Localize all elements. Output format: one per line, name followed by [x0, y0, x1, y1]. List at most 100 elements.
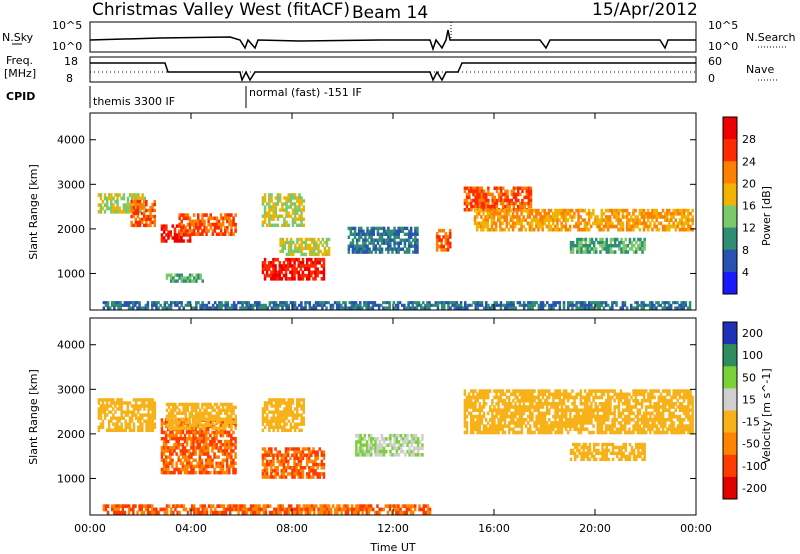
- range-cell: [448, 235, 452, 239]
- range-cell: [258, 303, 261, 307]
- range-cell: [613, 240, 617, 245]
- range-cell: [291, 398, 295, 402]
- range-cell: [465, 201, 469, 206]
- range-cell: [320, 466, 324, 470]
- range-cell: [577, 218, 580, 222]
- range-cell: [577, 411, 580, 416]
- range-cell: [185, 455, 189, 459]
- range-cell: [274, 211, 278, 215]
- range-cell: [204, 467, 208, 472]
- range-cell: [298, 208, 301, 212]
- range-cell: [549, 224, 553, 229]
- range-cell: [165, 233, 168, 237]
- range-cell: [289, 237, 293, 242]
- range-cell: [653, 418, 656, 422]
- range-cell: [543, 418, 547, 422]
- range-cell: [644, 212, 648, 216]
- range-cell: [297, 261, 300, 265]
- range-cell: [283, 416, 286, 420]
- range-cell: [468, 195, 471, 200]
- range-cell: [554, 411, 557, 416]
- range-cell: [415, 303, 419, 307]
- range-cell: [588, 306, 591, 310]
- range-cell: [132, 301, 135, 305]
- range-cell: [122, 196, 126, 201]
- range-cell: [153, 214, 156, 219]
- range-cell: [180, 417, 183, 421]
- range-cell: [558, 301, 562, 305]
- range-cell: [175, 436, 178, 441]
- range-cell: [581, 301, 585, 305]
- range-cell: [583, 408, 587, 412]
- range-cell: [598, 427, 602, 432]
- range-cell: [138, 199, 142, 204]
- range-cell: [549, 227, 553, 232]
- range-cell: [530, 212, 534, 216]
- range-cell: [480, 224, 483, 229]
- range-cell: [300, 196, 303, 200]
- range-cell: [529, 195, 533, 200]
- range-cell: [305, 462, 309, 467]
- range-cell: [528, 224, 532, 229]
- range-cell: [472, 424, 475, 428]
- range-cell: [142, 306, 145, 310]
- range-cell: [474, 303, 477, 307]
- range-cell: [569, 240, 573, 245]
- range-cell: [585, 303, 589, 307]
- range-cell: [287, 407, 290, 411]
- range-cell: [474, 198, 477, 203]
- range-cell: [634, 389, 637, 393]
- range-cell: [661, 398, 665, 403]
- range-cell: [541, 208, 544, 213]
- range-cell: [657, 430, 661, 435]
- range-cell: [642, 221, 646, 226]
- range-cell: [617, 427, 621, 432]
- range-cell: [265, 270, 269, 275]
- range-cell: [219, 421, 223, 425]
- range-cell: [366, 238, 369, 242]
- range-cell: [291, 257, 294, 262]
- range-cell: [226, 405, 229, 410]
- range-cell: [320, 450, 324, 454]
- range-cell: [167, 306, 171, 310]
- range-cell: [137, 410, 140, 414]
- range-cell: [488, 227, 492, 232]
- range-cell: [296, 422, 299, 426]
- range-cell: [401, 226, 405, 231]
- range-cell: [261, 270, 265, 275]
- range-cell: [175, 233, 179, 237]
- range-cell: [136, 214, 140, 219]
- range-cell: [310, 270, 313, 275]
- range-cell: [302, 407, 305, 411]
- range-cell: [567, 418, 570, 422]
- range-cell: [99, 413, 103, 417]
- range-cell: [145, 199, 148, 204]
- range-cell: [230, 414, 233, 418]
- range-cell: [556, 208, 559, 213]
- range-cell: [174, 408, 177, 412]
- range-cell: [215, 443, 218, 447]
- range-cell: [399, 226, 402, 231]
- range-cell: [651, 395, 654, 400]
- range-cell: [651, 405, 654, 409]
- range-cell: [151, 214, 154, 219]
- range-cell: [663, 218, 667, 222]
- range-cell: [478, 303, 482, 307]
- range-cell: [300, 422, 303, 426]
- range-cell: [300, 249, 303, 254]
- range-cell: [270, 410, 273, 414]
- range-cell: [221, 216, 225, 221]
- range-cell: [604, 389, 608, 393]
- range-cell: [291, 208, 295, 212]
- range-cell: [535, 218, 538, 222]
- range-cell: [601, 244, 604, 248]
- range-cell: [293, 270, 296, 275]
- range-cell: [295, 456, 298, 461]
- range-cell: [196, 420, 200, 424]
- range-cell: [197, 232, 200, 236]
- range-cell: [201, 213, 204, 217]
- range-cell: [303, 453, 307, 457]
- range-cell: [472, 427, 475, 432]
- range-cell: [114, 206, 117, 211]
- range-cell: [569, 411, 572, 416]
